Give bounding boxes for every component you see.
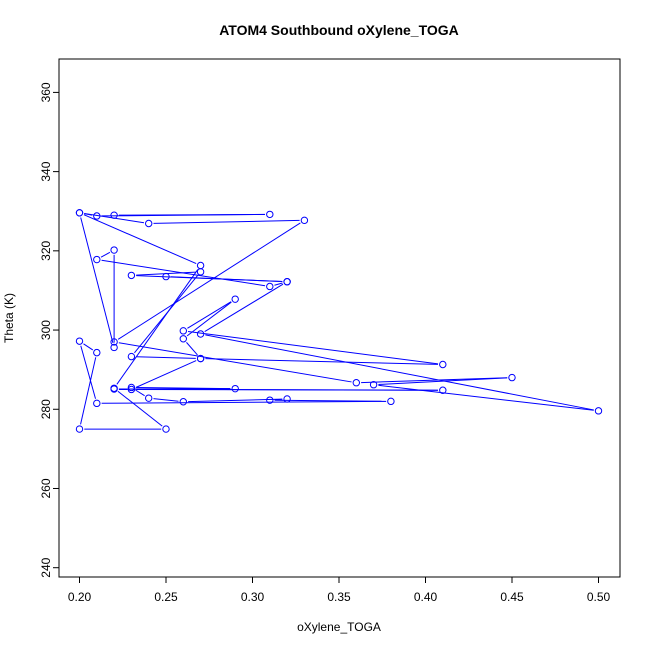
data-point	[196, 330, 205, 338]
chart-title: ATOM4 Southbound oXylene_TOGA	[219, 22, 459, 38]
data-point	[508, 373, 516, 382]
series-segment	[187, 301, 232, 329]
data-point	[179, 335, 188, 343]
data-point	[196, 261, 205, 270]
series-segment	[170, 276, 283, 283]
data-point	[266, 396, 274, 404]
data-point	[196, 268, 205, 276]
data-point	[594, 407, 603, 415]
data-point	[75, 209, 84, 217]
series-segment	[101, 400, 387, 404]
series-segment	[100, 251, 111, 258]
series-segment	[83, 214, 197, 265]
y-tick-label: 340	[39, 161, 53, 181]
data-point	[93, 348, 101, 357]
data-point	[110, 211, 118, 219]
data-point	[110, 338, 118, 346]
series-segment	[186, 342, 198, 356]
y-tick-label: 360	[39, 82, 53, 102]
data-point	[231, 295, 239, 303]
data-point	[231, 384, 239, 393]
y-tick-label: 320	[39, 241, 53, 261]
series-segment	[188, 398, 283, 403]
x-tick-label: 0.30	[241, 590, 265, 604]
data-point	[75, 337, 84, 345]
data-point	[127, 352, 136, 361]
x-tick-label: 0.50	[587, 590, 611, 604]
data-point	[266, 210, 274, 219]
series-segment	[83, 343, 94, 351]
data-point	[369, 381, 378, 389]
x-tick-label: 0.20	[68, 590, 92, 604]
series-segment	[80, 357, 97, 425]
data-point	[93, 399, 101, 408]
series-segment	[274, 282, 283, 286]
data-point	[439, 386, 447, 394]
y-tick-label: 300	[39, 320, 53, 340]
series-segment	[205, 358, 439, 365]
series-segment	[117, 222, 301, 340]
data-point	[387, 397, 395, 406]
series-segment	[101, 213, 266, 217]
series-segment	[153, 398, 179, 402]
series-segment	[205, 334, 594, 411]
series-segment	[80, 345, 96, 399]
data-point	[162, 425, 170, 433]
y-tick-label: 260	[39, 478, 53, 498]
data-point	[93, 255, 101, 264]
data-point	[196, 354, 205, 363]
x-tick-label: 0.25	[154, 590, 178, 604]
data-point	[300, 216, 309, 225]
data-point	[266, 282, 274, 291]
series-segment	[361, 377, 508, 384]
data-point	[93, 212, 101, 220]
data-point	[110, 384, 118, 392]
data-point	[127, 271, 136, 280]
data-point	[110, 246, 118, 254]
series-layer	[75, 209, 603, 433]
data-point	[145, 219, 153, 228]
series-segment	[153, 219, 300, 224]
data-point	[352, 379, 360, 387]
data-point	[283, 278, 291, 286]
series-segment	[186, 301, 232, 337]
data-point	[179, 327, 188, 335]
series-segment	[378, 384, 594, 411]
series-segment	[116, 269, 199, 385]
data-point	[439, 360, 447, 369]
data-point	[127, 383, 136, 392]
data-point	[75, 425, 84, 433]
series-segment	[204, 283, 284, 332]
series-segment	[135, 389, 145, 397]
plot-frame	[58, 58, 621, 578]
data-point	[162, 272, 170, 281]
data-point	[283, 395, 291, 403]
x-tick-label: 0.45	[500, 590, 524, 604]
y-axis-label: Theta (K)	[2, 293, 16, 343]
x-axis: 0.20 0.25 0.30 0.35 0.40 0.45 0.50	[68, 576, 611, 604]
series-segment	[118, 342, 352, 383]
data-point	[145, 394, 153, 402]
data-point	[127, 385, 136, 394]
series-segment	[136, 356, 196, 359]
data-point	[110, 343, 118, 352]
y-tick-label: 280	[39, 399, 53, 419]
y-axis: 240 260 280 300 320 340 360	[39, 82, 60, 578]
series-segment	[187, 330, 439, 365]
series-segment	[135, 360, 197, 388]
series-segment	[117, 390, 163, 427]
x-tick-label: 0.35	[327, 590, 351, 604]
x-tick-label: 0.40	[414, 590, 438, 604]
data-point	[179, 398, 188, 406]
x-axis-label: oXylene_TOGA	[297, 620, 381, 634]
series-segment	[136, 387, 231, 390]
y-tick-label: 240	[39, 557, 53, 577]
series-segment	[80, 217, 114, 343]
